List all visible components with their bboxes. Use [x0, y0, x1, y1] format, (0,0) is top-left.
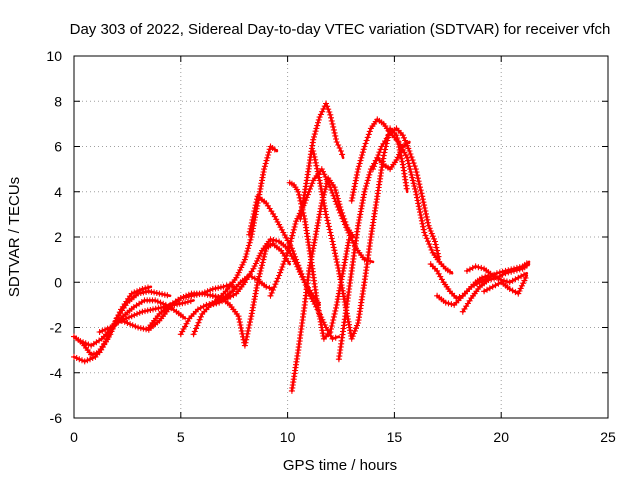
- series-arc-6: [145, 281, 238, 331]
- series-arc-10: [209, 240, 291, 349]
- y-tick-label: -4: [50, 365, 63, 381]
- chart-title: Day 303 of 2022, Sidereal Day-to-day VTE…: [70, 21, 611, 38]
- y-tick-label: 0: [54, 274, 62, 290]
- x-tick-label: 25: [600, 429, 616, 445]
- data-series: [71, 100, 531, 394]
- series-arc-14: [288, 175, 356, 394]
- plus-markers: [288, 175, 356, 394]
- series-arc-24: [481, 274, 529, 297]
- series-arc-23: [464, 263, 529, 286]
- series-arc-11: [246, 193, 341, 342]
- plus-markers: [71, 284, 151, 358]
- plus-markers: [297, 100, 346, 222]
- series-arc-9: [207, 236, 321, 308]
- series-arc-19: [370, 129, 454, 275]
- y-tick-label: 4: [54, 184, 62, 200]
- series-arc-15: [297, 100, 346, 222]
- plus-markers: [459, 262, 530, 315]
- plus-markers: [348, 116, 442, 260]
- plus-markers: [370, 129, 453, 275]
- plus-markers: [209, 240, 291, 349]
- y-axis-label: SDTVAR / TECUs: [6, 177, 23, 297]
- y-tick-label: 2: [54, 229, 62, 245]
- x-tick-label: 10: [280, 429, 296, 445]
- y-tick-label: -6: [50, 410, 63, 426]
- x-tick-label: 15: [387, 429, 403, 445]
- series-arc-18: [348, 116, 442, 261]
- x-axis-label: GPS time / hours: [283, 457, 397, 474]
- plus-markers: [481, 275, 529, 297]
- plus-markers: [464, 263, 527, 286]
- y-tick-label: 10: [46, 48, 62, 64]
- x-tick-label: 20: [493, 429, 509, 445]
- plus-markers: [310, 125, 410, 342]
- axis-ticks: 0 5 10 15 20 25 -6 -4 -2 0 2 4 6 8 10: [46, 48, 616, 445]
- y-tick-label: 6: [54, 139, 62, 155]
- series-trace: [211, 242, 291, 347]
- y-tick-label: 8: [54, 93, 62, 109]
- y-tick-label: -2: [50, 320, 63, 336]
- x-tick-label: 5: [177, 429, 185, 445]
- series-arc-1: [71, 284, 153, 358]
- plus-markers: [145, 281, 238, 331]
- grid: [74, 56, 608, 418]
- x-tick-label: 0: [70, 429, 78, 445]
